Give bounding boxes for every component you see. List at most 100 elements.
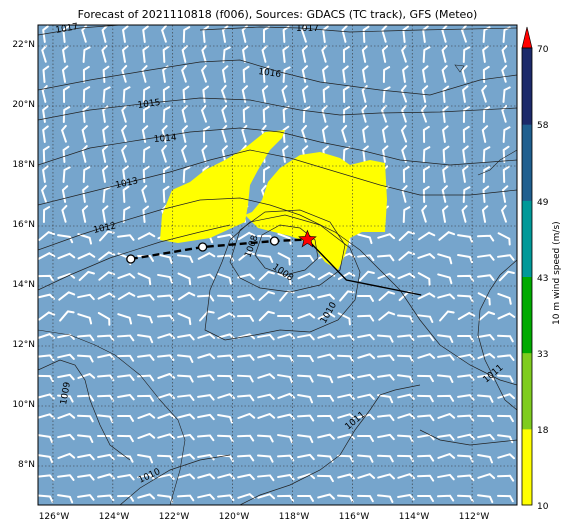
- wind-barb: [322, 65, 329, 83]
- wind-barb: [357, 473, 376, 479]
- wind-barb: [97, 292, 116, 300]
- wind-barb: [301, 65, 309, 83]
- wind-barb: [462, 85, 469, 103]
- wind-barb: [57, 252, 76, 260]
- wind-barb: [137, 432, 156, 440]
- wind-barb: [177, 254, 194, 264]
- wind-barb: [317, 493, 335, 500]
- past-track-line: [130, 238, 308, 261]
- wind-barb: [58, 291, 76, 301]
- wind-barb: [442, 125, 449, 143]
- wind-barb: [437, 394, 455, 402]
- wind-barb: [97, 453, 115, 461]
- wind-barb: [161, 144, 167, 163]
- wind-barb: [157, 333, 176, 340]
- wind-barb: [182, 26, 191, 43]
- wind-barb: [38, 333, 56, 339]
- wind-barb: [197, 434, 215, 442]
- wind-barb: [38, 434, 54, 444]
- wind-barb: [242, 65, 250, 83]
- wind-barb: [197, 493, 215, 500]
- wind-barb: [417, 394, 434, 403]
- wind-barb: [101, 25, 108, 43]
- wind-barb: [102, 125, 109, 143]
- wind-barb: [477, 292, 491, 306]
- wind-barb: [357, 333, 375, 341]
- wind-barb: [77, 394, 95, 402]
- wind-barb: [322, 25, 329, 43]
- wind-barb: [77, 354, 94, 363]
- wind-barb: [202, 125, 210, 143]
- colorbar-segments: [522, 48, 532, 506]
- wind-barb: [38, 474, 55, 482]
- wind-barb: [417, 474, 435, 482]
- wind-barb: [38, 494, 54, 503]
- lon-tick-label: 126°W: [39, 512, 70, 522]
- wind-barb: [157, 473, 175, 480]
- isobars: [38, 25, 517, 505]
- wind-barb: [297, 453, 315, 461]
- wind-barb: [97, 353, 115, 360]
- wind-barb: [57, 394, 74, 403]
- wind-barb: [437, 413, 456, 419]
- wind-barb: [121, 64, 128, 83]
- colorbar-frame: [521, 47, 533, 506]
- wind-barb: [137, 232, 156, 240]
- wind-barb: [81, 145, 88, 163]
- wind-barb: [302, 106, 311, 123]
- wind-barb: [97, 473, 116, 480]
- wind-barb: [297, 394, 314, 404]
- wind-barb: [82, 105, 90, 123]
- wind-barb: [497, 393, 516, 400]
- wind-barb: [297, 374, 314, 383]
- wind-barb: [38, 311, 56, 321]
- wind-barb: [297, 354, 314, 363]
- track-points: [126, 236, 280, 264]
- wind-barb: [457, 474, 475, 482]
- wind-barb: [38, 354, 55, 362]
- wind-barb: [337, 373, 355, 380]
- wind-barb: [217, 413, 233, 424]
- wind-barb: [102, 65, 110, 83]
- wind-barb: [277, 354, 294, 363]
- isobar-label: 1017: [296, 24, 319, 34]
- wind-barb: [177, 291, 196, 301]
- wind-barb: [401, 144, 408, 163]
- wind-barb: [441, 65, 448, 83]
- wind-barb: [277, 392, 296, 400]
- wind-barb: [202, 85, 210, 103]
- wind-barb: [501, 104, 508, 123]
- wind-barb: [382, 66, 391, 83]
- wind-barb: [197, 473, 216, 480]
- wind-barb: [102, 205, 109, 223]
- wind-barb: [82, 166, 91, 183]
- wind-barb: [277, 374, 294, 384]
- colorbar-tick-label: 43: [537, 274, 548, 284]
- lat-tick-label: 20°N: [12, 100, 35, 110]
- wind-barb: [362, 125, 369, 143]
- wind-barb: [417, 414, 435, 422]
- wind-barb: [162, 106, 171, 123]
- wind-barb: [221, 65, 229, 83]
- wind-barb: [77, 494, 95, 501]
- lon-tick-label: 118°W: [279, 512, 310, 522]
- wind-barb: [317, 353, 335, 360]
- wind-barb: [421, 85, 429, 103]
- wind-barb: [417, 253, 436, 259]
- wind-barb: [441, 185, 448, 203]
- wind-barb: [457, 353, 475, 361]
- colorbar-extend-arrow: [521, 26, 533, 49]
- wind-barb: [137, 374, 155, 382]
- wind-barb: [457, 234, 474, 244]
- wind-barb: [297, 494, 315, 502]
- wind-barb: [422, 125, 430, 143]
- wind-barb: [182, 85, 190, 103]
- wind-barb: [177, 334, 195, 341]
- wind-barb: [237, 293, 255, 301]
- wind-barb: [402, 25, 410, 43]
- wind-barb: [117, 234, 135, 241]
- wind-barb: [421, 204, 428, 223]
- wind-barb: [401, 104, 407, 123]
- isobar-label: 1009: [59, 381, 73, 406]
- wind-barb: [257, 493, 276, 500]
